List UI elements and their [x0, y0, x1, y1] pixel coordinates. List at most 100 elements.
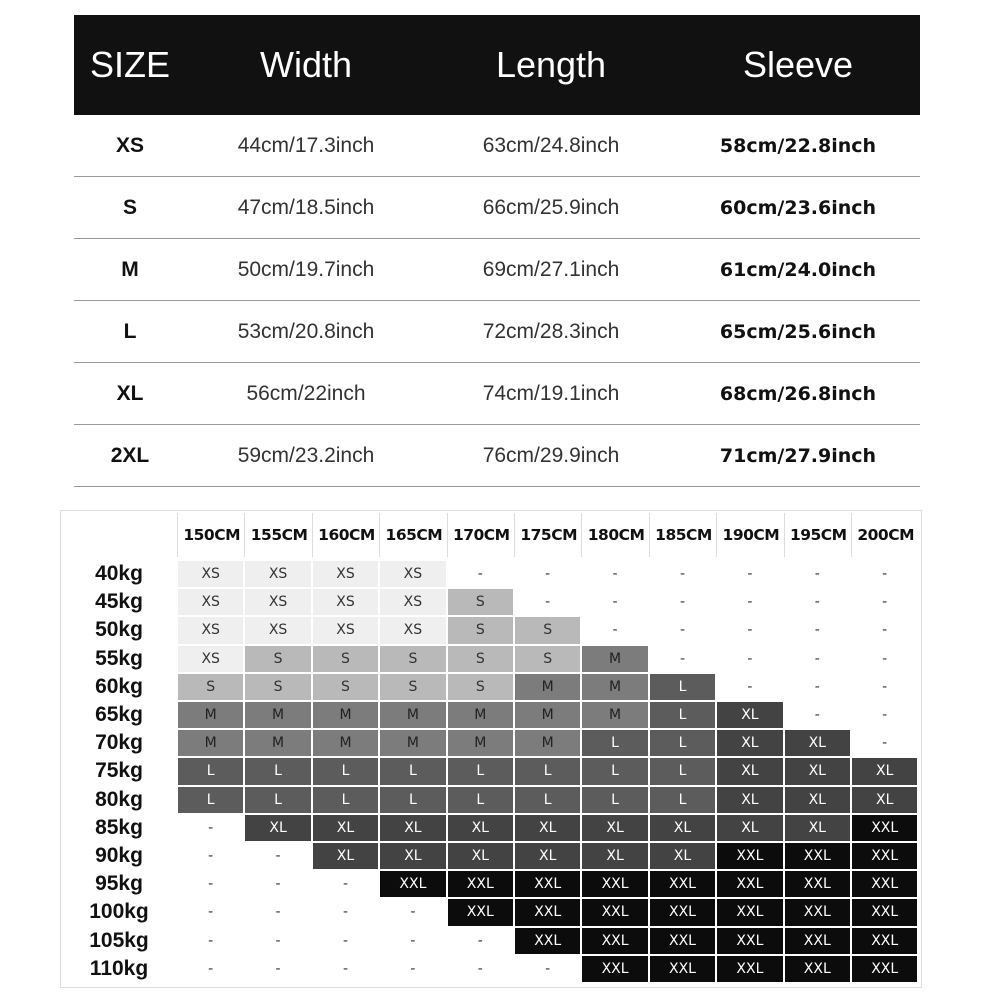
width-cell: 44cm/17.3inch	[237, 133, 375, 157]
size-cell: S	[312, 645, 379, 672]
size-cell: XL	[717, 730, 783, 757]
weight-label: 70kg	[95, 731, 143, 755]
size-cell: L	[245, 758, 311, 785]
sleeve-cell: 71cm/27.9inch	[719, 444, 877, 467]
size-cell: XXL	[717, 871, 783, 898]
table-row: XS 44cm/17.3inch 63cm/24.8inch 58cm/22.8inc…	[74, 115, 920, 177]
size-cell: XS	[380, 617, 446, 644]
table-row: L 53cm/20.8inch 72cm/28.3inch 65cm/25.6inch	[74, 301, 920, 363]
size-cell: XL	[515, 814, 581, 841]
size-cell: S	[122, 195, 137, 219]
size-cell: S	[447, 589, 513, 616]
length-cell: 72cm/28.3inch	[482, 319, 620, 343]
size-cell: XL	[245, 814, 311, 841]
size-cell: -	[380, 927, 446, 954]
size-cell: XL	[312, 814, 379, 841]
size-cell: -	[649, 589, 716, 616]
size-cell: XL	[852, 786, 918, 813]
size-cell: -	[717, 617, 783, 644]
size-cell: XXL	[515, 899, 581, 926]
size-cell: -	[784, 645, 850, 672]
size-cell: L	[245, 786, 311, 813]
size-cell: -	[245, 955, 311, 982]
size-cell: XL	[649, 814, 716, 841]
size-cell: S	[515, 645, 581, 672]
size-cell: -	[717, 645, 783, 672]
size-cell: 2XL	[110, 443, 150, 467]
size-cell: S	[515, 617, 581, 644]
size-cell: XXL	[515, 927, 581, 954]
weight-label: 85kg	[95, 815, 143, 839]
size-cell: -	[178, 843, 244, 870]
size-cell: -	[649, 561, 716, 588]
weight-label: 55kg	[95, 646, 143, 670]
sleeve-cell: 58cm/22.8inch	[719, 134, 877, 157]
size-cell: -	[582, 589, 648, 616]
size-cell: M	[515, 673, 581, 700]
size-cell: XXL	[852, 955, 918, 982]
size-cell: XXL	[852, 814, 918, 841]
size-cell: L	[380, 786, 446, 813]
weight-label: 50kg	[95, 618, 143, 642]
weight-label: 110kg	[89, 956, 149, 980]
size-cell: XXL	[852, 871, 918, 898]
size-cell: XL	[649, 843, 716, 870]
length-cell: 76cm/29.9inch	[482, 443, 620, 467]
size-cell: M	[245, 702, 311, 729]
sleeve-cell: 68cm/26.8inch	[719, 382, 877, 405]
size-cell: -	[178, 814, 244, 841]
size-cell: XL	[784, 786, 850, 813]
size-cell: XXL	[717, 955, 783, 982]
size-cell: XXL	[784, 843, 850, 870]
size-cell: M	[582, 673, 648, 700]
length-cell: 74cm/19.1inch	[482, 381, 620, 405]
size-cell: XXL	[717, 899, 783, 926]
size-cell: L	[582, 758, 648, 785]
size-cell: XL	[312, 843, 379, 870]
size-cell: M	[447, 730, 513, 757]
size-cell: S	[447, 673, 513, 700]
size-cell: M	[121, 257, 139, 281]
size-cell: XXL	[852, 927, 918, 954]
size-cell: M	[380, 702, 446, 729]
size-cell: XL	[717, 814, 783, 841]
size-cell: XXL	[649, 955, 716, 982]
height-header: 195CM	[783, 513, 852, 557]
width-cell: 56cm/22inch	[246, 381, 366, 405]
size-cell: -	[380, 899, 446, 926]
size-cell: M	[582, 645, 648, 672]
size-cell: XS	[178, 645, 244, 672]
size-cell: XS	[312, 617, 379, 644]
size-cell: XL	[852, 758, 918, 785]
size-cell: XS	[178, 617, 244, 644]
size-cell: M	[178, 702, 244, 729]
length-cell: 69cm/27.1inch	[482, 257, 620, 281]
size-cell: XL	[380, 843, 446, 870]
size-cell: -	[784, 702, 850, 729]
size-cell: XL	[717, 758, 783, 785]
measurement-header: SIZE Width Length Sleeve	[74, 15, 920, 115]
length-cell: 63cm/24.8inch	[482, 133, 620, 157]
size-cell: -	[852, 617, 918, 644]
size-cell: S	[447, 645, 513, 672]
table-row: XL 56cm/22inch 74cm/19.1inch 68cm/26.8inch	[74, 363, 920, 425]
size-cell: XXL	[447, 871, 513, 898]
size-cell: L	[649, 730, 716, 757]
size-cell: XXL	[649, 927, 716, 954]
size-cell: -	[784, 561, 850, 588]
size-cell: -	[245, 843, 311, 870]
width-cell: 59cm/23.2inch	[237, 443, 375, 467]
size-recommendation-grid: 150CM 155CM 160CM 165CM 170CM 175CM 180CM 185CM…	[60, 510, 922, 988]
length-cell: 66cm/25.9inch	[482, 195, 620, 219]
size-cell: -	[852, 702, 918, 729]
size-cell: S	[447, 617, 513, 644]
size-cell: L	[123, 319, 137, 343]
size-cell: -	[515, 589, 581, 616]
weight-label: 40kg	[95, 562, 143, 585]
header-size: SIZE	[89, 44, 170, 85]
measurement-table: SIZE Width Length Sleeve XS 44cm/17.3inch…	[74, 15, 920, 487]
table-row: 2XL 59cm/23.2inch 76cm/29.9inch 71cm/27.9in…	[74, 425, 920, 487]
height-header: 175CM	[514, 513, 582, 557]
size-cell: XS	[312, 561, 379, 588]
size-cell: XXL	[649, 899, 716, 926]
